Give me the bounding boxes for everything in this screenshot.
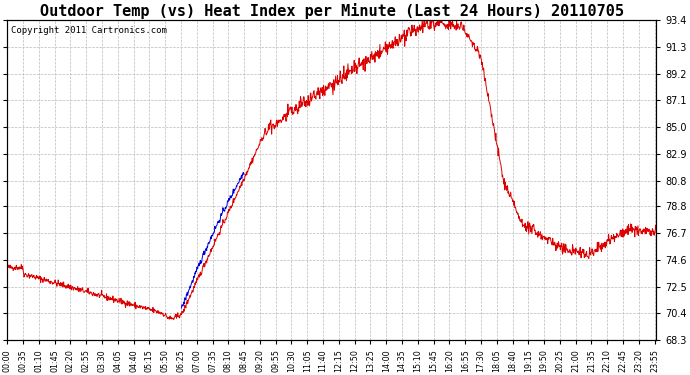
Title: Outdoor Temp (vs) Heat Index per Minute (Last 24 Hours) 20110705: Outdoor Temp (vs) Heat Index per Minute …: [40, 3, 624, 19]
Text: Copyright 2011 Cartronics.com: Copyright 2011 Cartronics.com: [10, 26, 166, 35]
